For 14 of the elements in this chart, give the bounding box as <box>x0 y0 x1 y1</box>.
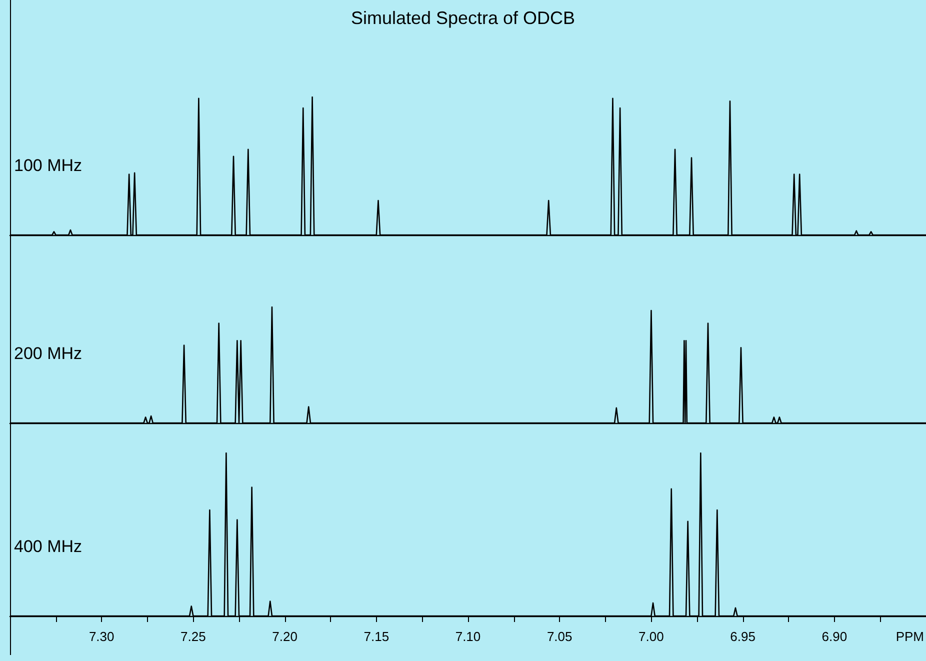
x-tick-label: 7.00 <box>638 629 664 644</box>
x-tick-label: 7.20 <box>272 629 298 644</box>
x-tick-label: 7.10 <box>455 629 481 644</box>
text: 200 MHz <box>14 344 82 363</box>
text: 100 MHz <box>14 156 82 175</box>
x-tick-label: 7.30 <box>88 629 114 644</box>
x-tick-label: 7.15 <box>364 629 390 644</box>
x-tick-label: 7.25 <box>180 629 206 644</box>
chart-title: Simulated Spectra of ODCB <box>350 8 576 28</box>
text: 400 MHz <box>14 537 82 556</box>
x-tick-label: 6.95 <box>730 629 756 644</box>
x-tick-label: 6.90 <box>822 629 848 644</box>
x-axis-title: PPM <box>896 629 924 644</box>
x-tick-label: 7.05 <box>546 629 572 644</box>
